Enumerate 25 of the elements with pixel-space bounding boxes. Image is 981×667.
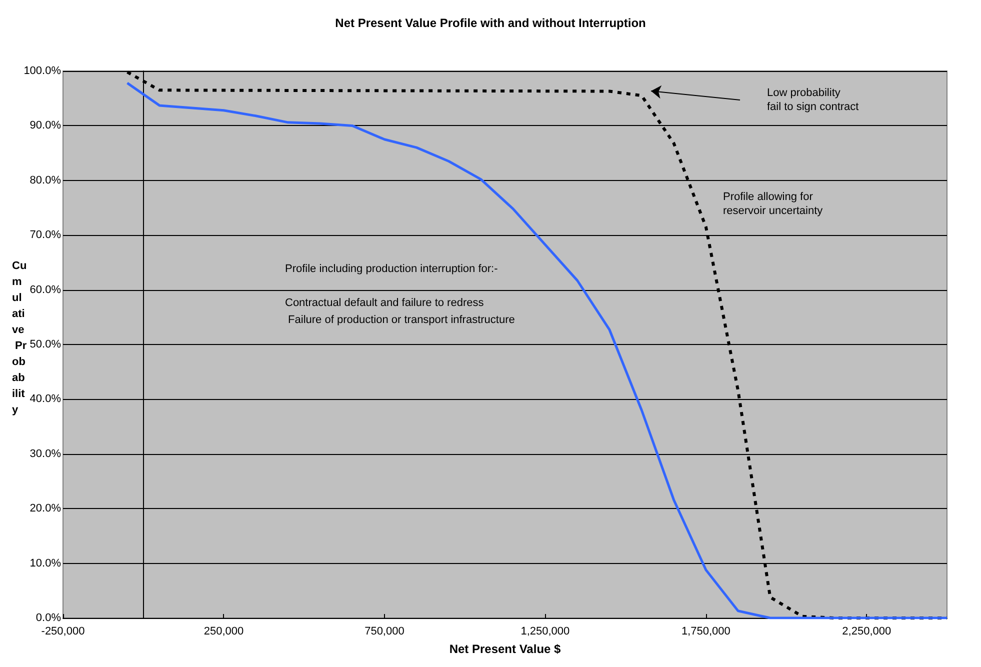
text: Cumulative Probability	[12, 260, 27, 416]
y-tick-label: 50.0%	[30, 338, 62, 350]
y-tick-label: 60.0%	[30, 284, 62, 296]
x-tick-label: 2,250,000	[842, 626, 892, 638]
x-tick-label: 1,750,000	[681, 626, 730, 638]
x-tick-label: 250,000	[204, 626, 244, 638]
y-tick-label: 100.0%	[24, 65, 62, 77]
y-tick-label: 80.0%	[30, 174, 62, 186]
chart-title: Net Present Value Profile with and without Interruption	[335, 16, 646, 30]
x-axis-title: Net Present Value $	[449, 642, 562, 656]
x-tick-label: 750,000	[364, 626, 404, 638]
annotation: Profile including production interruption for:-	[285, 263, 498, 275]
x-tick-label: 1,250,000	[520, 626, 570, 638]
annotation: Failure of production or transport infrastructure	[285, 314, 515, 326]
y-tick-label: 30.0%	[30, 448, 62, 460]
annotation: Profile allowing for reservoir uncertainty	[723, 191, 824, 217]
x-tick-label: -250,000	[41, 626, 85, 638]
annotation: Contractual default and failure to redress	[285, 297, 484, 309]
y-tick-label: 10.0%	[30, 557, 62, 570]
y-tick-label: 70.0%	[30, 229, 62, 242]
y-tick-label: 20.0%	[30, 502, 62, 515]
y-tick-label: 0.0%	[36, 612, 62, 624]
annotation: Low probability fail to sign contract	[767, 87, 859, 113]
y-tick-label: 90.0%	[30, 120, 62, 132]
y-tick-label: 40.0%	[30, 393, 62, 406]
